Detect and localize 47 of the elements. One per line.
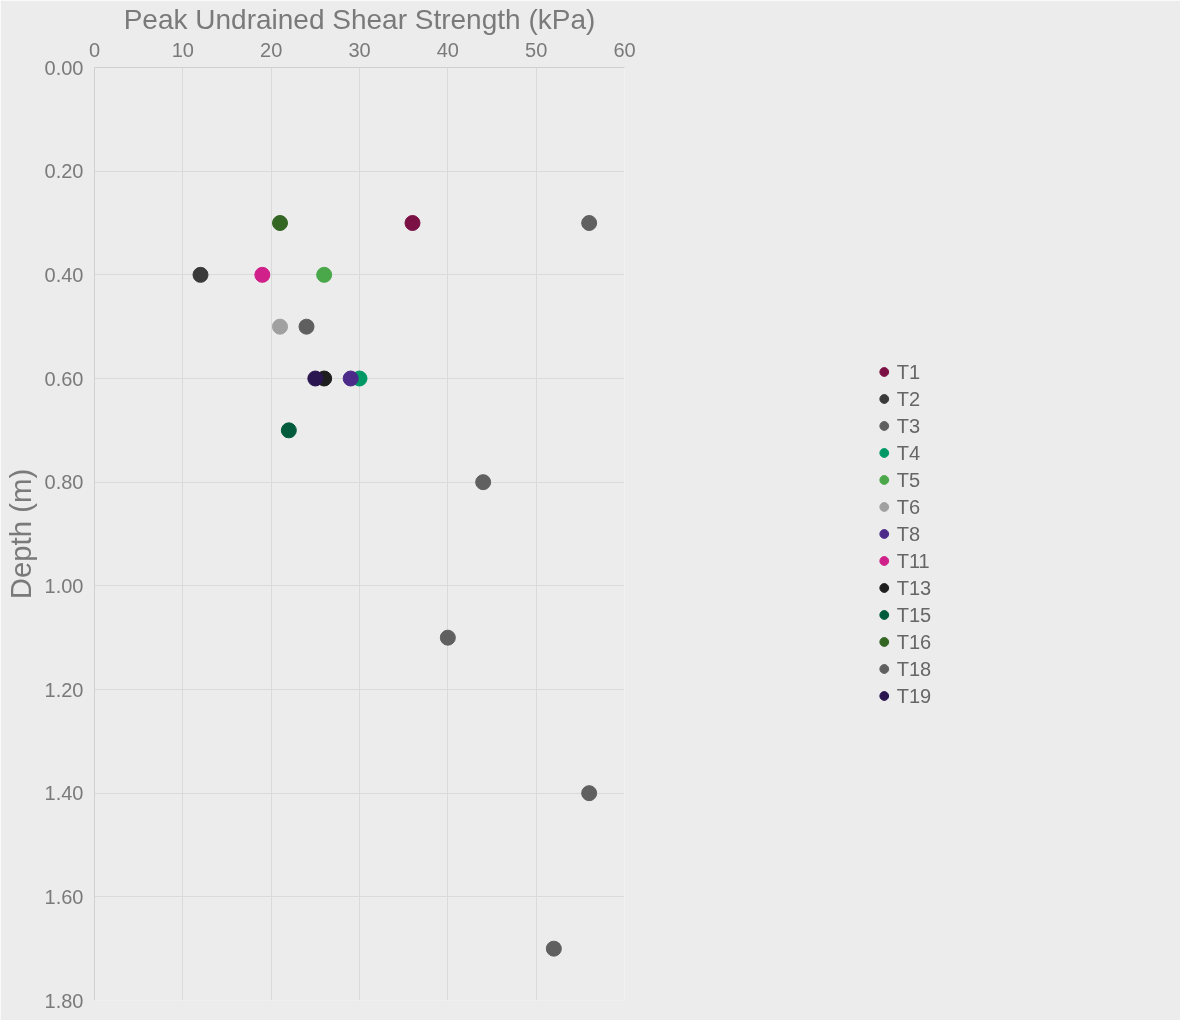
legend-label: T15 <box>896 603 932 626</box>
point <box>280 422 297 439</box>
x-tick-label: 10 <box>171 38 194 61</box>
point <box>342 370 359 387</box>
legend-label: T3 <box>896 414 921 437</box>
legend-label: T11 <box>896 549 930 572</box>
y-tick-label: 0.80 <box>44 471 84 494</box>
legend-label: T13 <box>896 576 932 599</box>
y-tick-label: 1.20 <box>44 678 84 701</box>
point <box>439 629 456 646</box>
point <box>581 215 598 231</box>
y-axis-title: Depth (m) <box>3 468 37 600</box>
y-tick-label: 1.80 <box>44 989 84 1012</box>
x-tick-label: 0 <box>88 38 101 61</box>
legend-label: T8 <box>896 522 921 545</box>
point <box>254 266 271 283</box>
legend-label: T19 <box>896 684 932 707</box>
y-tick-label: 0.20 <box>44 160 84 183</box>
x-axis-title: Peak Undrained Shear Strength (kPa) <box>123 3 596 35</box>
legend-label: T2 <box>896 387 921 410</box>
point <box>307 370 324 387</box>
x-tick-label: 50 <box>525 38 548 61</box>
y-tick-label: 0.40 <box>44 263 84 286</box>
x-tick-label: 30 <box>348 38 371 61</box>
point <box>316 266 333 283</box>
point <box>404 215 421 231</box>
legend-label: T16 <box>896 630 932 653</box>
point <box>475 474 492 491</box>
legend-label: T4 <box>896 441 921 464</box>
legend-label: T6 <box>896 495 921 518</box>
point <box>298 318 315 335</box>
point <box>545 940 562 957</box>
x-tick-label: 40 <box>436 38 459 61</box>
y-tick-label: 1.40 <box>44 782 84 805</box>
y-tick-label: 1.00 <box>44 574 84 597</box>
legend-label: T18 <box>896 657 932 680</box>
legend-label: T1 <box>896 360 921 383</box>
y-tick-label: 1.60 <box>44 885 84 908</box>
point <box>272 215 288 231</box>
point <box>192 266 209 283</box>
y-tick-label: 0.60 <box>44 367 84 390</box>
x-tick-label: 60 <box>613 38 636 61</box>
point <box>581 785 598 802</box>
x-tick-label: 20 <box>260 38 283 61</box>
point <box>272 318 288 335</box>
legend-label: T5 <box>896 468 921 491</box>
y-tick-label: 0.00 <box>44 56 84 79</box>
